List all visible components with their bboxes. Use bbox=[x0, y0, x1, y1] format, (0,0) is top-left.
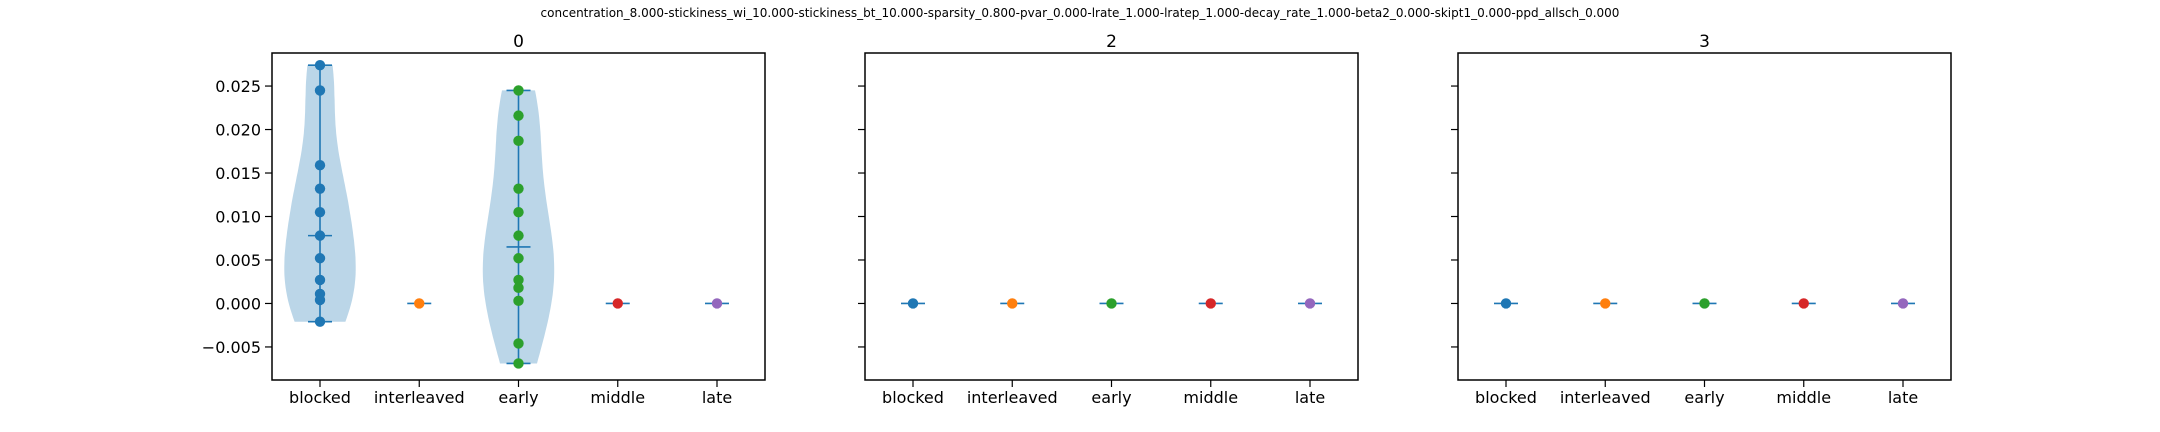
data-point-early bbox=[513, 274, 524, 286]
x-tick-label-middle: middle bbox=[1776, 388, 1831, 407]
y-tick-label: 0.015 bbox=[215, 164, 261, 183]
y-tick-label: 0.010 bbox=[215, 208, 261, 227]
data-point-blocked bbox=[314, 274, 326, 286]
data-point-middle bbox=[612, 298, 623, 309]
data-point-blocked bbox=[1500, 298, 1512, 309]
axes-frame bbox=[1457, 52, 1952, 381]
y-tick-label: 0.020 bbox=[215, 121, 261, 140]
data-point-early bbox=[513, 206, 524, 218]
x-tick-label-late: late bbox=[702, 388, 732, 407]
data-point-interleaved bbox=[1007, 298, 1018, 309]
data-point-blocked bbox=[314, 159, 326, 171]
x-tick-label-middle: middle bbox=[590, 388, 645, 407]
y-tick-label: −0.005 bbox=[202, 338, 261, 357]
data-point-interleaved bbox=[414, 298, 425, 309]
data-point-late bbox=[1897, 298, 1909, 309]
figure-suptitle: concentration_8.000-stickiness_wi_10.000… bbox=[540, 6, 1620, 20]
y-tick-label: 0.000 bbox=[215, 294, 261, 313]
data-point-middle bbox=[1205, 298, 1216, 309]
data-point-early bbox=[513, 183, 524, 194]
x-tick-label-interleaved: interleaved bbox=[374, 388, 465, 407]
axes-frame bbox=[271, 52, 766, 381]
data-point-late bbox=[1304, 298, 1316, 309]
x-tick-label-interleaved: interleaved bbox=[967, 388, 1058, 407]
data-point-early bbox=[513, 85, 524, 96]
axes-frame bbox=[864, 52, 1359, 381]
y-tick-label: 0.025 bbox=[215, 77, 261, 96]
data-point-early bbox=[513, 230, 524, 241]
x-tick-label-blocked: blocked bbox=[289, 388, 351, 407]
chart-title: 2 bbox=[1106, 32, 1117, 52]
chart-panel-2: blocked interleaved early middle late 3 bbox=[1451, 32, 1952, 407]
x-tick-label-late: late bbox=[1888, 388, 1918, 407]
data-point-early bbox=[513, 135, 524, 147]
x-tick-label-interleaved: interleaved bbox=[1560, 388, 1651, 407]
x-tick-label-early: early bbox=[498, 388, 538, 407]
data-point-blocked bbox=[314, 253, 326, 264]
x-tick-label-middle: middle bbox=[1183, 388, 1238, 407]
x-tick-label-early: early bbox=[1091, 388, 1131, 407]
data-point-blocked bbox=[314, 316, 326, 327]
data-point-middle bbox=[1798, 298, 1809, 309]
data-point-blocked bbox=[314, 59, 326, 71]
x-tick-label-blocked: blocked bbox=[882, 388, 944, 407]
data-point-early bbox=[513, 358, 524, 369]
chart-panel-0: −0.005 0.000 0.005 0.010 0.015 0.020 0.025 bloc… bbox=[202, 32, 766, 407]
data-point-late bbox=[711, 298, 723, 309]
data-point-early bbox=[513, 295, 524, 307]
data-point-blocked bbox=[314, 206, 326, 218]
data-point-early bbox=[1106, 298, 1117, 309]
chart-title: 0 bbox=[513, 32, 524, 52]
data-point-blocked bbox=[314, 183, 326, 194]
x-tick-label-late: late bbox=[1295, 388, 1325, 407]
data-point-blocked bbox=[314, 230, 326, 241]
data-point-blocked bbox=[314, 85, 326, 96]
x-tick-label-early: early bbox=[1684, 388, 1724, 407]
data-point-early bbox=[513, 338, 524, 349]
chart-panel-1: blocked interleaved early middle late 2 bbox=[858, 32, 1359, 407]
data-point-early bbox=[1699, 298, 1710, 309]
data-point-blocked bbox=[314, 294, 326, 306]
chart-title: 3 bbox=[1699, 32, 1710, 52]
data-point-early bbox=[513, 253, 524, 264]
data-point-early bbox=[513, 282, 524, 294]
data-point-early bbox=[513, 110, 524, 121]
data-point-blocked bbox=[907, 298, 919, 309]
x-tick-label-blocked: blocked bbox=[1475, 388, 1537, 407]
y-tick-label: 0.005 bbox=[215, 251, 261, 270]
data-point-interleaved bbox=[1600, 298, 1611, 309]
